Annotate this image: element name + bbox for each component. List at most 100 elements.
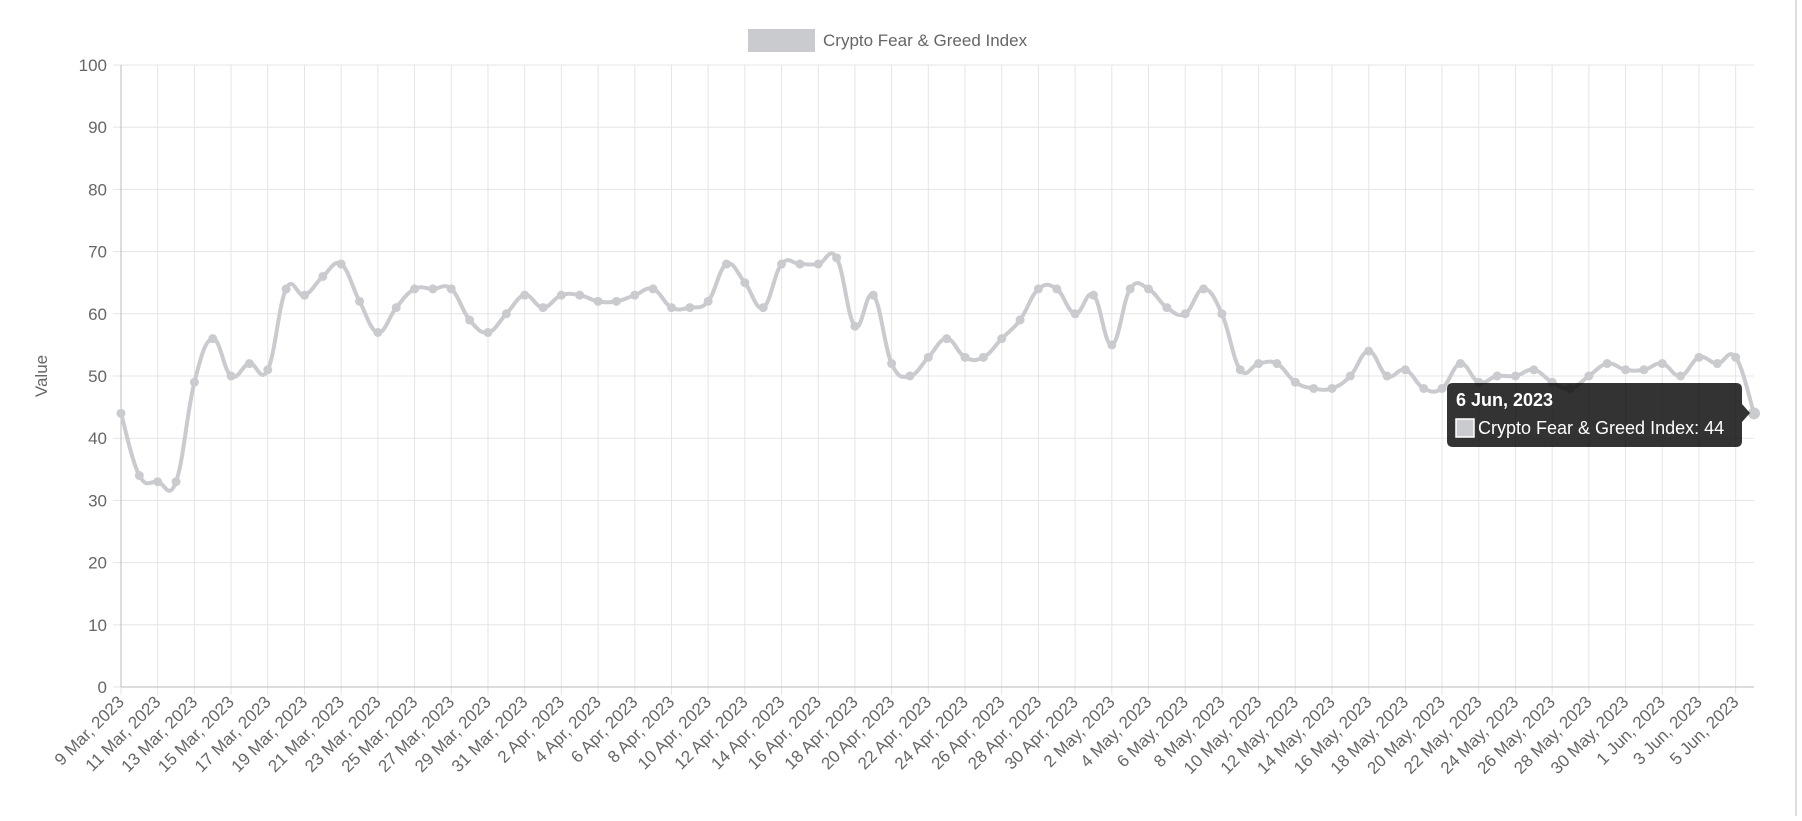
data-point [630,290,640,300]
data-point [318,271,328,281]
tooltip-swatch [1455,418,1475,438]
data-point [942,334,952,344]
data-point [777,259,787,269]
data-point [832,253,842,263]
data-point [1382,371,1392,381]
data-point [134,471,144,481]
data-point [336,259,346,269]
tooltip-box [1447,383,1750,447]
data-point [1107,340,1117,350]
y-tick-label: 100 [79,56,107,75]
y-tick-label: 70 [88,243,107,262]
data-point [1676,371,1686,381]
tooltip-label: Crypto Fear & Greed Index: 44 [1478,418,1724,438]
data-point [1639,365,1649,375]
data-point [299,290,309,300]
data-point [556,290,566,300]
data-point [1052,284,1062,294]
data-point [978,352,988,362]
data-point [1254,359,1264,369]
data-point [1455,359,1465,369]
data-point [1180,309,1190,319]
data-point [501,309,511,319]
data-point [1602,359,1612,369]
data-point [281,284,291,294]
data-point [1070,309,1080,319]
data-point [1657,359,1667,369]
tooltip-title: 6 Jun, 2023 [1456,390,1553,410]
y-tick-label: 20 [88,554,107,573]
y-tick-label: 30 [88,491,107,510]
data-point [1584,371,1594,381]
data-point [391,303,401,313]
data-point [887,359,897,369]
data-point [997,334,1007,344]
data-point [1621,365,1631,375]
data-point [1712,359,1722,369]
data-point [1272,359,1282,369]
legend-label: Crypto Fear & Greed Index [823,31,1028,50]
data-point [263,365,273,375]
data-point [758,303,768,313]
data-point [1088,290,1098,300]
data-point [721,259,731,269]
data-point [171,477,181,487]
data-point [1015,315,1025,325]
data-point [1529,365,1539,375]
data-point [905,371,915,381]
y-tick-label: 80 [88,180,107,199]
data-point [960,352,970,362]
data-point [226,371,236,381]
data-point [116,408,126,418]
y-tick-label: 50 [88,367,107,386]
data-point [1162,303,1172,313]
data-point [1748,407,1760,420]
y-tick-label: 90 [88,118,107,137]
y-tick-label: 0 [98,678,107,697]
data-point [1290,377,1300,387]
data-point [740,278,750,288]
data-point [465,315,475,325]
data-point [1144,284,1154,294]
data-point [1694,352,1704,362]
series-line [119,251,1756,493]
data-point [1125,284,1135,294]
data-point [1364,346,1374,356]
data-point [1437,383,1447,393]
data-point [410,284,420,294]
legend-swatch [748,29,815,52]
data-point [1510,371,1520,381]
data-point [703,296,713,306]
data-point [538,303,548,313]
y-axis-title: Value [32,355,51,397]
data-point [244,359,254,369]
data-point [483,327,493,337]
data-point [666,303,676,313]
data-point [923,352,933,362]
data-point [850,321,860,331]
data-point [575,290,585,300]
data-point [1492,371,1502,381]
data-point [648,284,658,294]
data-point [355,296,365,306]
data-point [446,284,456,294]
data-point [189,377,199,387]
data-point [611,296,621,306]
data-point [153,477,163,487]
data-point [593,296,603,306]
data-point [1199,284,1209,294]
data-point [1033,284,1043,294]
data-point [1400,365,1410,375]
data-point [520,290,530,300]
data-point [868,290,878,300]
y-tick-label: 40 [88,429,107,448]
data-point [373,327,383,337]
tooltip: 6 Jun, 2023 Crypto Fear & Greed Index: 44 [1447,383,1750,447]
data-point [208,334,218,344]
data-point [1235,365,1245,375]
data-point [795,259,805,269]
data-point [1345,371,1355,381]
data-point [813,259,823,269]
data-point [1327,383,1337,393]
